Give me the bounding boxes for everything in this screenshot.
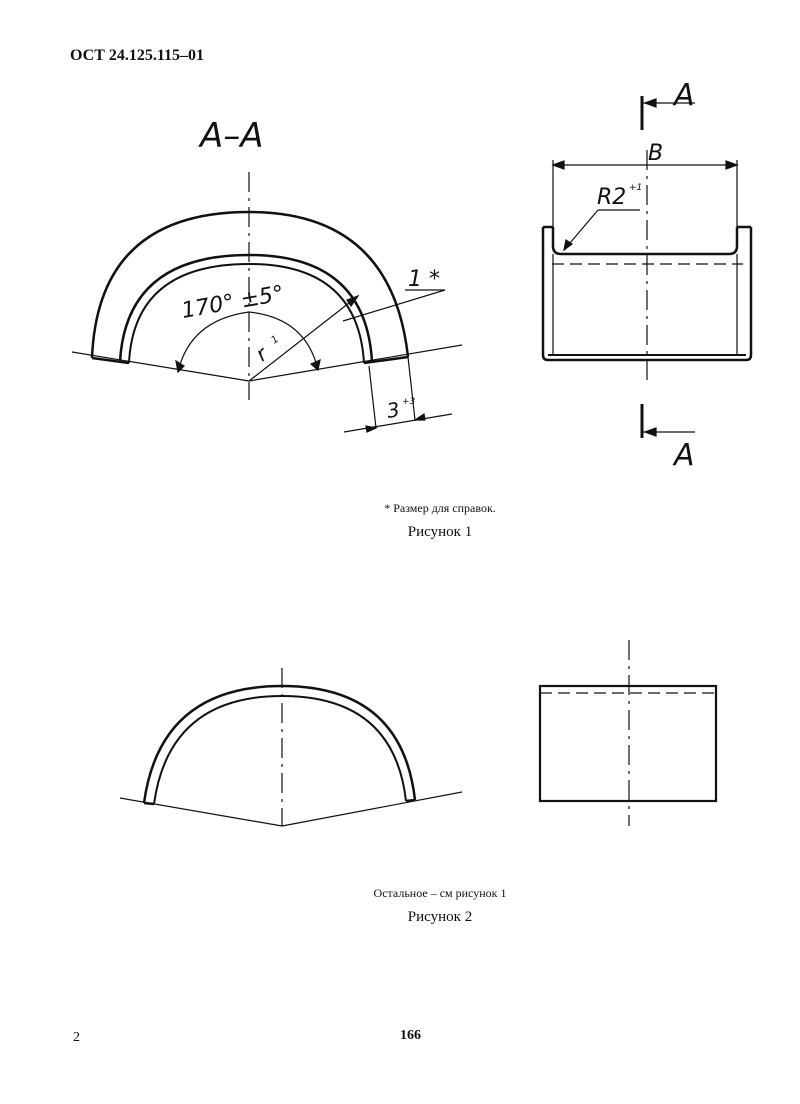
figure1-section-view xyxy=(71,172,463,433)
radius2-label: R2 xyxy=(597,185,626,210)
section-label: А–А xyxy=(198,116,264,156)
radius-subscript: 1 xyxy=(269,334,281,347)
figure1-note: * Размер для справок. xyxy=(384,501,496,515)
cut-mark-top-label: А xyxy=(672,78,695,113)
figure1-side-view xyxy=(541,96,753,438)
cut-mark-bottom-label: А xyxy=(672,438,695,473)
page-number-center: 166 xyxy=(400,1028,421,1043)
radius-label: r xyxy=(251,341,273,366)
radius2-tolerance: +1 xyxy=(629,183,642,193)
thickness-tolerance: +3 xyxy=(402,397,416,407)
width-dimension-label: B xyxy=(648,141,663,166)
figure2-side-view xyxy=(538,640,718,826)
page-number-left: 2 xyxy=(73,1030,80,1045)
figure2-note: Остальное – см рисунок 1 xyxy=(373,886,507,900)
figure1-caption: Рисунок 1 xyxy=(407,524,473,540)
document-code: ОСТ 24.125.115–01 xyxy=(70,47,204,64)
reference-dimension-label: 1 * xyxy=(408,267,440,292)
figure2-caption: Рисунок 2 xyxy=(407,909,473,925)
figure2-section-view xyxy=(119,668,463,827)
angle-label: 170° ±5° xyxy=(180,281,286,324)
thickness-dimension-label: 3 xyxy=(385,397,401,423)
